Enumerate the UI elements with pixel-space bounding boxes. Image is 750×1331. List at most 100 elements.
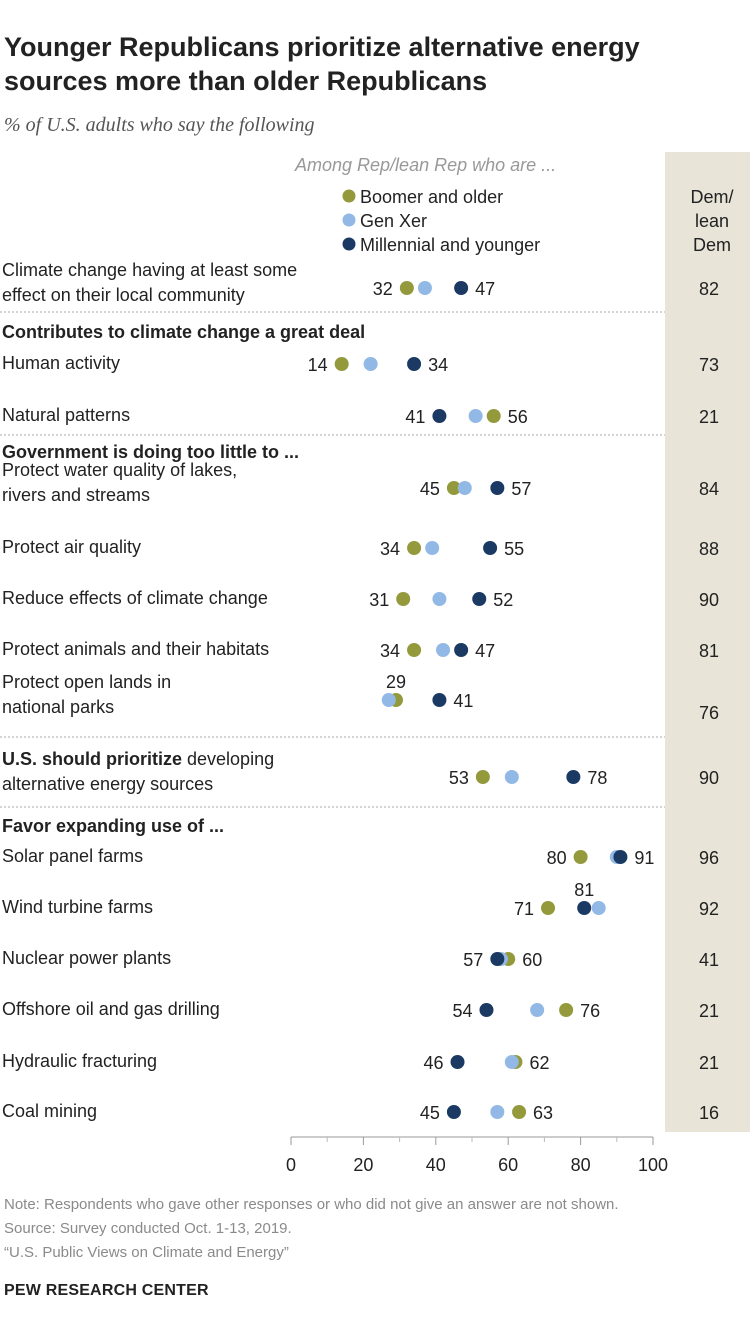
- row-label: U.S. should prioritize developing: [2, 749, 274, 769]
- dem-value: 21: [699, 407, 719, 427]
- data-label-left: 45: [420, 479, 440, 499]
- row-label: effect on their local community: [2, 285, 245, 305]
- dem-value: 82: [699, 279, 719, 299]
- dem-value: 16: [699, 1103, 719, 1123]
- data-label-left: 32: [373, 279, 393, 299]
- data-label-left: 53: [449, 768, 469, 788]
- x-tick-label: 60: [498, 1155, 518, 1175]
- dot-millennial: [483, 541, 498, 555]
- data-label-right: 56: [508, 407, 528, 427]
- dot-genx: [490, 1105, 505, 1119]
- dot-boomer: [475, 770, 490, 784]
- dot-genx: [504, 770, 519, 784]
- legend-label-genx: Gen Xer: [360, 211, 427, 231]
- dot-plot: Among Rep/lean Rep who are ... Boomer and…: [0, 155, 734, 1175]
- dem-value: 41: [699, 950, 719, 970]
- dot-millennial: [490, 952, 505, 966]
- data-label-left: 46: [423, 1053, 443, 1073]
- dem-header-line: lean: [695, 211, 729, 231]
- data-label-right: 47: [475, 279, 495, 299]
- x-tick-label: 100: [638, 1155, 668, 1175]
- dem-value: 81: [699, 641, 719, 661]
- dot-genx: [363, 357, 378, 371]
- dot-genx: [425, 541, 440, 555]
- section-header: Government is doing too little to ...: [2, 442, 299, 462]
- data-label-right: 76: [580, 1001, 600, 1021]
- legend-marker-millennial: [342, 237, 356, 251]
- legend-marker-genx: [342, 213, 356, 227]
- data-label-left: 45: [420, 1103, 440, 1123]
- row-label: Hydraulic fracturing: [2, 1051, 157, 1071]
- data-label-left: 34: [380, 539, 400, 559]
- dot-boomer: [407, 541, 422, 555]
- data-label-right: 60: [522, 950, 542, 970]
- section-header: Contributes to climate change a great de…: [2, 322, 365, 342]
- dot-millennial: [432, 693, 447, 707]
- row-label: Protect open lands in: [2, 672, 171, 692]
- dot-millennial: [479, 1003, 494, 1017]
- dot-boomer: [541, 901, 556, 915]
- dot-boomer: [512, 1105, 527, 1119]
- data-label-right: 52: [493, 590, 513, 610]
- dot-genx: [468, 409, 483, 423]
- data-label-right: 47: [475, 641, 495, 661]
- row-label: Reduce effects of climate change: [2, 588, 268, 608]
- rep-group-header: Among Rep/lean Rep who are ...: [294, 155, 556, 175]
- row-label: Coal mining: [2, 1101, 97, 1121]
- dot-millennial: [490, 481, 505, 495]
- x-tick-label: 20: [353, 1155, 373, 1175]
- row-label: alternative energy sources: [2, 774, 213, 794]
- dot-millennial: [407, 357, 422, 371]
- data-label-right: 55: [504, 539, 524, 559]
- dot-boomer: [486, 409, 501, 423]
- dem-value: 92: [699, 899, 719, 919]
- row-label: national parks: [2, 697, 114, 717]
- dem-value: 88: [699, 539, 719, 559]
- data-label-right: 63: [533, 1103, 553, 1123]
- data-label-left: 54: [452, 1001, 472, 1021]
- dem-value: 21: [699, 1053, 719, 1073]
- data-label-left: 57: [463, 950, 483, 970]
- data-label-left: 80: [547, 848, 567, 868]
- data-label-left: 34: [380, 641, 400, 661]
- dot-genx: [432, 592, 447, 606]
- dem-value: 21: [699, 1001, 719, 1021]
- x-tick-label: 80: [571, 1155, 591, 1175]
- data-label-top: 29: [386, 672, 406, 692]
- data-label-right: 78: [587, 768, 607, 788]
- data-label-right: 62: [529, 1053, 549, 1073]
- dem-value: 90: [699, 768, 719, 788]
- row-label: Nuclear power plants: [2, 948, 171, 968]
- dot-genx: [530, 1003, 545, 1017]
- section-header: Favor expanding use of ...: [2, 816, 224, 836]
- row-label: Protect air quality: [2, 537, 141, 557]
- dot-boomer: [446, 481, 461, 495]
- dot-genx: [504, 1055, 519, 1069]
- data-label-right: 91: [634, 848, 654, 868]
- dot-millennial: [454, 643, 469, 657]
- data-label-left: 41: [405, 407, 425, 427]
- dot-millennial: [472, 592, 487, 606]
- dem-value: 90: [699, 590, 719, 610]
- note-text: Note: Respondents who gave other respons…: [4, 1196, 619, 1213]
- dot-boomer: [407, 643, 422, 657]
- dot-millennial: [613, 850, 628, 864]
- pew-logo: PEW RESEARCH CENTER: [4, 1282, 209, 1299]
- data-label-right: 41: [453, 691, 473, 711]
- legend-marker-boomer: [342, 189, 356, 203]
- dot-boomer: [396, 592, 411, 606]
- dot-boomer: [399, 281, 414, 295]
- dot-boomer: [573, 850, 588, 864]
- dot-boomer: [559, 1003, 574, 1017]
- dem-value: 96: [699, 848, 719, 868]
- dot-millennial: [566, 770, 581, 784]
- row-label: Offshore oil and gas drilling: [2, 999, 220, 1019]
- row-label: Solar panel farms: [2, 846, 143, 866]
- dot-millennial: [432, 409, 447, 423]
- dot-boomer: [334, 357, 349, 371]
- legend-label-boomer: Boomer and older: [360, 187, 503, 207]
- dem-header-line: Dem: [693, 235, 731, 255]
- dot-genx: [591, 901, 606, 915]
- dem-value: 73: [699, 355, 719, 375]
- dot-millennial: [446, 1105, 461, 1119]
